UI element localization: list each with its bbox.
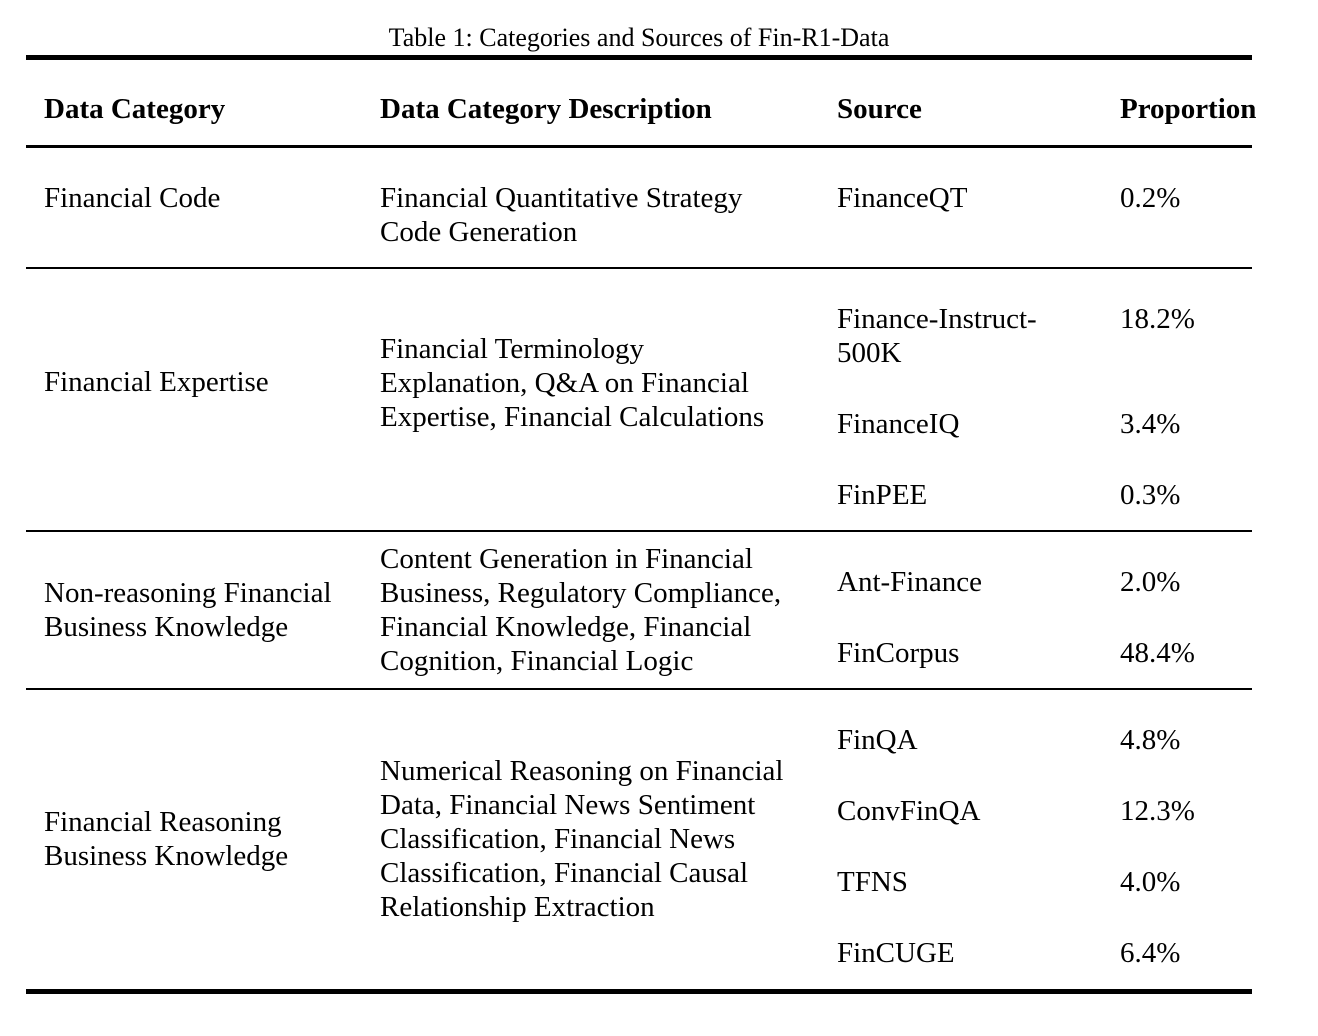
header-proportion: Proportion xyxy=(1120,93,1257,125)
bottom-rule xyxy=(26,989,1252,994)
proportion-cell: 6.4% xyxy=(1120,937,1181,969)
source-cell: Ant-Finance xyxy=(837,565,982,599)
description-line: Numerical Reasoning on Financial xyxy=(380,755,784,787)
source-cell: FinanceQT xyxy=(837,181,967,215)
proportion-cell: 2.0% xyxy=(1120,566,1181,598)
category-cell: Financial Reasoning Business Knowledge xyxy=(44,805,288,873)
description-line: Relationship Extraction xyxy=(380,891,655,923)
source-cell: FinQA xyxy=(837,723,918,757)
description-line: Financial Quantitative Strategy xyxy=(380,182,743,214)
category-line: Business Knowledge xyxy=(44,840,289,872)
proportion-cell: 0.3% xyxy=(1120,479,1181,511)
category-line: Non-reasoning Financial xyxy=(44,577,332,609)
header-data-category: Data Category xyxy=(44,93,226,125)
group-divider xyxy=(26,688,1252,690)
source-line: FinanceQT xyxy=(837,182,968,214)
category-cell: Non-reasoning Financial Business Knowled… xyxy=(44,576,332,644)
source-line: FinCorpus xyxy=(837,637,960,669)
proportion-cell: 12.3% xyxy=(1120,795,1195,827)
source-line: TFNS xyxy=(837,866,908,898)
header-source: Source xyxy=(837,93,922,125)
source-cell: ConvFinQA xyxy=(837,794,980,828)
description-line: Business, Regulatory Compliance, xyxy=(380,577,782,609)
source-line: FinPEE xyxy=(837,479,928,511)
proportion-cell: 4.8% xyxy=(1120,724,1181,756)
source-line: Ant-Finance xyxy=(837,566,982,598)
proportion-cell: 48.4% xyxy=(1120,637,1195,669)
source-line: FinQA xyxy=(837,724,918,756)
description-line: Content Generation in Financial xyxy=(380,543,753,575)
source-line: FinanceIQ xyxy=(837,408,960,440)
source-cell: FinCorpus xyxy=(837,636,959,670)
category-cell: Financial Code xyxy=(44,181,220,215)
source-line: 500K xyxy=(837,337,902,369)
proportion-cell: 18.2% xyxy=(1120,303,1195,335)
source-cell: TFNS xyxy=(837,865,908,899)
proportion-cell: 0.2% xyxy=(1120,182,1181,214)
top-rule xyxy=(26,55,1252,60)
source-cell: FinCUGE xyxy=(837,936,955,970)
description-line: Financial Terminology xyxy=(380,333,645,365)
category-line: Financial Code xyxy=(44,182,221,214)
header-description: Data Category Description xyxy=(380,93,712,125)
description-cell: Financial Quantitative Strategy Code Gen… xyxy=(380,181,742,249)
description-line: Expertise, Financial Calculations xyxy=(380,401,765,433)
group-divider xyxy=(26,267,1252,269)
category-line: Financial Reasoning xyxy=(44,806,282,838)
header-rule xyxy=(26,145,1252,148)
category-cell: Financial Expertise xyxy=(44,365,269,399)
description-line: Classification, Financial Causal xyxy=(380,857,749,889)
source-line: ConvFinQA xyxy=(837,795,981,827)
description-cell: Financial Terminology Explanation, Q&A o… xyxy=(380,332,764,434)
source-cell: Finance-Instruct- 500K xyxy=(837,302,1037,370)
proportion-cell: 4.0% xyxy=(1120,866,1181,898)
proportion-cell: 3.4% xyxy=(1120,408,1181,440)
description-line: Explanation, Q&A on Financial xyxy=(380,367,749,399)
source-cell: FinPEE xyxy=(837,478,927,512)
category-line: Business Knowledge xyxy=(44,611,289,643)
description-line: Cognition, Financial Logic xyxy=(380,645,694,677)
description-line: Classification, Financial News xyxy=(380,823,736,855)
source-line: FinCUGE xyxy=(837,937,955,969)
description-cell: Content Generation in Financial Business… xyxy=(380,542,781,678)
description-line: Code Generation xyxy=(380,216,578,248)
description-line: Financial Knowledge, Financial xyxy=(380,611,752,643)
table-caption: Table 1: Categories and Sources of Fin-R… xyxy=(388,23,890,52)
source-cell: FinanceIQ xyxy=(837,407,959,441)
description-cell: Numerical Reasoning on Financial Data, F… xyxy=(380,754,783,924)
group-divider xyxy=(26,530,1252,532)
source-line: Finance-Instruct- xyxy=(837,303,1037,335)
category-line: Financial Expertise xyxy=(44,366,269,398)
description-line: Data, Financial News Sentiment xyxy=(380,789,756,821)
